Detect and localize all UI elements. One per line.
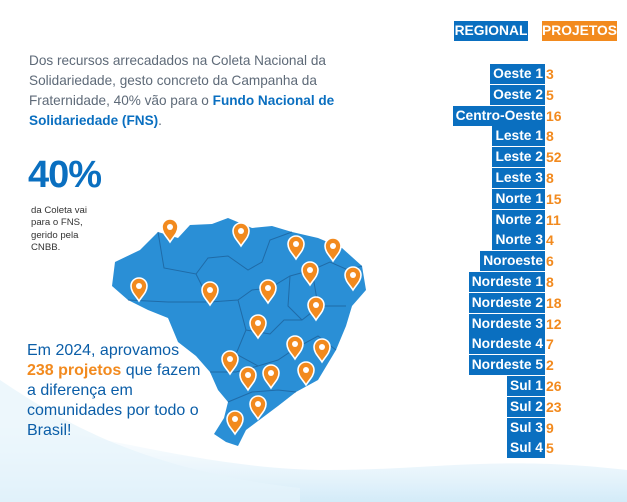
intro-paragraph: Dos recursos arrecadados na Coleta Nacio… [29, 51, 349, 131]
map-pin-icon [286, 335, 304, 361]
map-pin-icon [232, 222, 250, 248]
outro-rest: que fazem a diferença em comunidades por… [27, 362, 201, 439]
map-pin-icon [324, 237, 342, 263]
regional-name: Sul 4 [507, 438, 545, 459]
map-pin-icon [201, 281, 219, 307]
regional-name: Nordeste 1 [468, 272, 545, 292]
map-pin-icon [259, 279, 277, 305]
map-pin-icon [130, 277, 148, 303]
map-pin-icon [249, 314, 267, 340]
projects-value: 9 [546, 419, 554, 436]
projects-value: 8 [546, 128, 554, 145]
projects-count: 238 [27, 362, 54, 379]
regional-name: Sul 2 [507, 396, 545, 417]
projects-value: 5 [546, 86, 554, 103]
regional-name: Nordeste 2 [468, 292, 545, 313]
projects-value: 8 [546, 274, 554, 290]
regional-name: Nordeste 4 [468, 334, 545, 355]
projects-value: 8 [546, 170, 554, 186]
projects-value: 2 [546, 357, 554, 374]
projects-value: 16 [546, 107, 562, 124]
table-row: Noroeste 6 [420, 251, 627, 272]
map-pin-icon [307, 296, 325, 322]
map-pin-icon [344, 266, 362, 292]
regional-name: Leste 3 [492, 168, 545, 188]
map-pin-icon [301, 261, 319, 287]
outro-paragraph: Em 2024, aprovamos 238 projetos que faze… [27, 341, 207, 441]
projects-value: 5 [546, 440, 554, 457]
table-row: Centro-Oeste 16 [420, 105, 627, 126]
projects-value: 52 [546, 149, 562, 166]
regional-name: Oeste 2 [490, 84, 545, 105]
intro-text: Dos recursos arrecadados na Coleta Nacio… [29, 53, 326, 108]
map-pin-icon [161, 218, 179, 244]
projects-word: projetos [58, 362, 122, 379]
projects-value: 7 [546, 336, 554, 353]
regional-name: Leste 1 [492, 126, 545, 147]
table-row: Sul 1 26 [420, 376, 627, 396]
regional-name: Norte 2 [492, 209, 545, 230]
regional-name: Leste 2 [492, 147, 545, 168]
projects-value: 18 [546, 294, 562, 311]
map-pin-icon [262, 364, 280, 390]
projects-value: 6 [546, 253, 554, 270]
table-row: Nordeste 3 12 [420, 313, 627, 334]
projects-value: 26 [546, 378, 562, 394]
projects-value: 15 [546, 190, 562, 207]
regional-name: Oeste 1 [490, 64, 545, 84]
projects-value: 11 [546, 211, 561, 228]
map-pin-icon [239, 366, 257, 392]
regional-name: Centro-Oeste [452, 105, 545, 126]
stat-note: da Coleta vai para o FNS, gerido pela CN… [31, 205, 87, 254]
table-row: Nordeste 2 18 [420, 292, 627, 313]
header-projetos: PROJETOS [542, 21, 617, 41]
map-pin-icon [287, 235, 305, 261]
map-pin-icon [249, 395, 267, 421]
regional-name: Norte 1 [492, 188, 545, 209]
table-row: Norte 2 11 [420, 209, 627, 230]
map-pin-icon [313, 338, 331, 364]
map-pin-icon [226, 410, 244, 436]
projects-value: 3 [546, 66, 554, 82]
map-pin-icon [297, 361, 315, 387]
projects-value: 23 [546, 398, 562, 415]
regional-name: Noroeste [480, 251, 545, 272]
regional-name: Nordeste 5 [468, 355, 545, 376]
projects-value: 4 [546, 232, 554, 249]
map-pin-icon [221, 350, 239, 376]
intro-end: . [158, 113, 162, 128]
table-row: Sul 2 23 [420, 396, 627, 417]
header-regional: REGIONAL [454, 21, 528, 41]
regional-name: Sul 1 [507, 376, 545, 396]
table-row: Leste 2 52 [420, 147, 627, 168]
projects-value: 12 [546, 315, 562, 332]
regional-name: Sul 3 [507, 417, 545, 438]
table-row: Norte 1 15 [420, 188, 627, 209]
regional-name: Norte 3 [492, 230, 545, 251]
forty-percent-stat: 40% [28, 154, 102, 196]
outro-prefix: Em 2024, aprovamos [27, 342, 180, 359]
fns-highlight: Fundo Nacional de Solidariedade (FNS) [29, 93, 335, 128]
regional-name: Nordeste 3 [468, 313, 545, 334]
